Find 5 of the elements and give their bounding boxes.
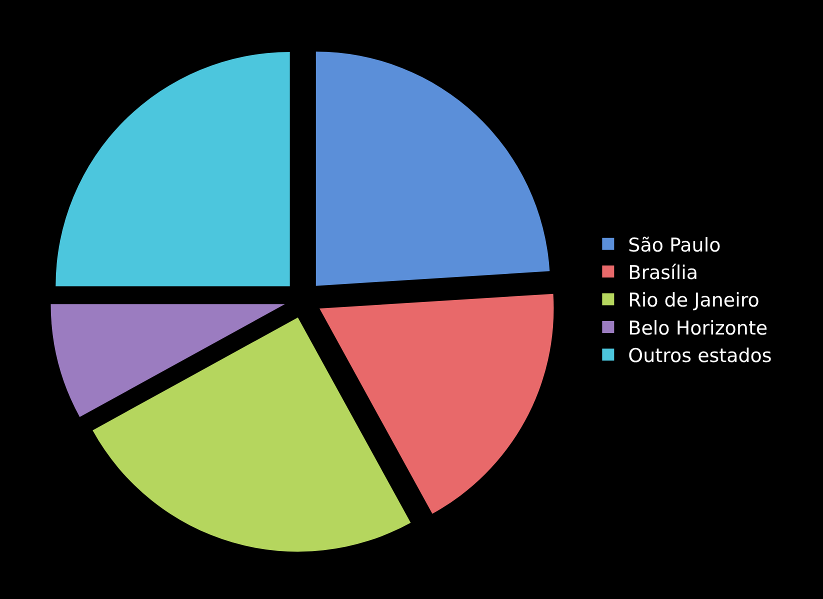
legend-label: Brasília [628, 262, 698, 284]
legend-label: Belo Horizonte [628, 317, 768, 340]
legend-label: Outros estados [628, 345, 772, 368]
legend-label: São Paulo [628, 234, 721, 256]
legend-label: Rio de Janeiro [628, 290, 760, 312]
